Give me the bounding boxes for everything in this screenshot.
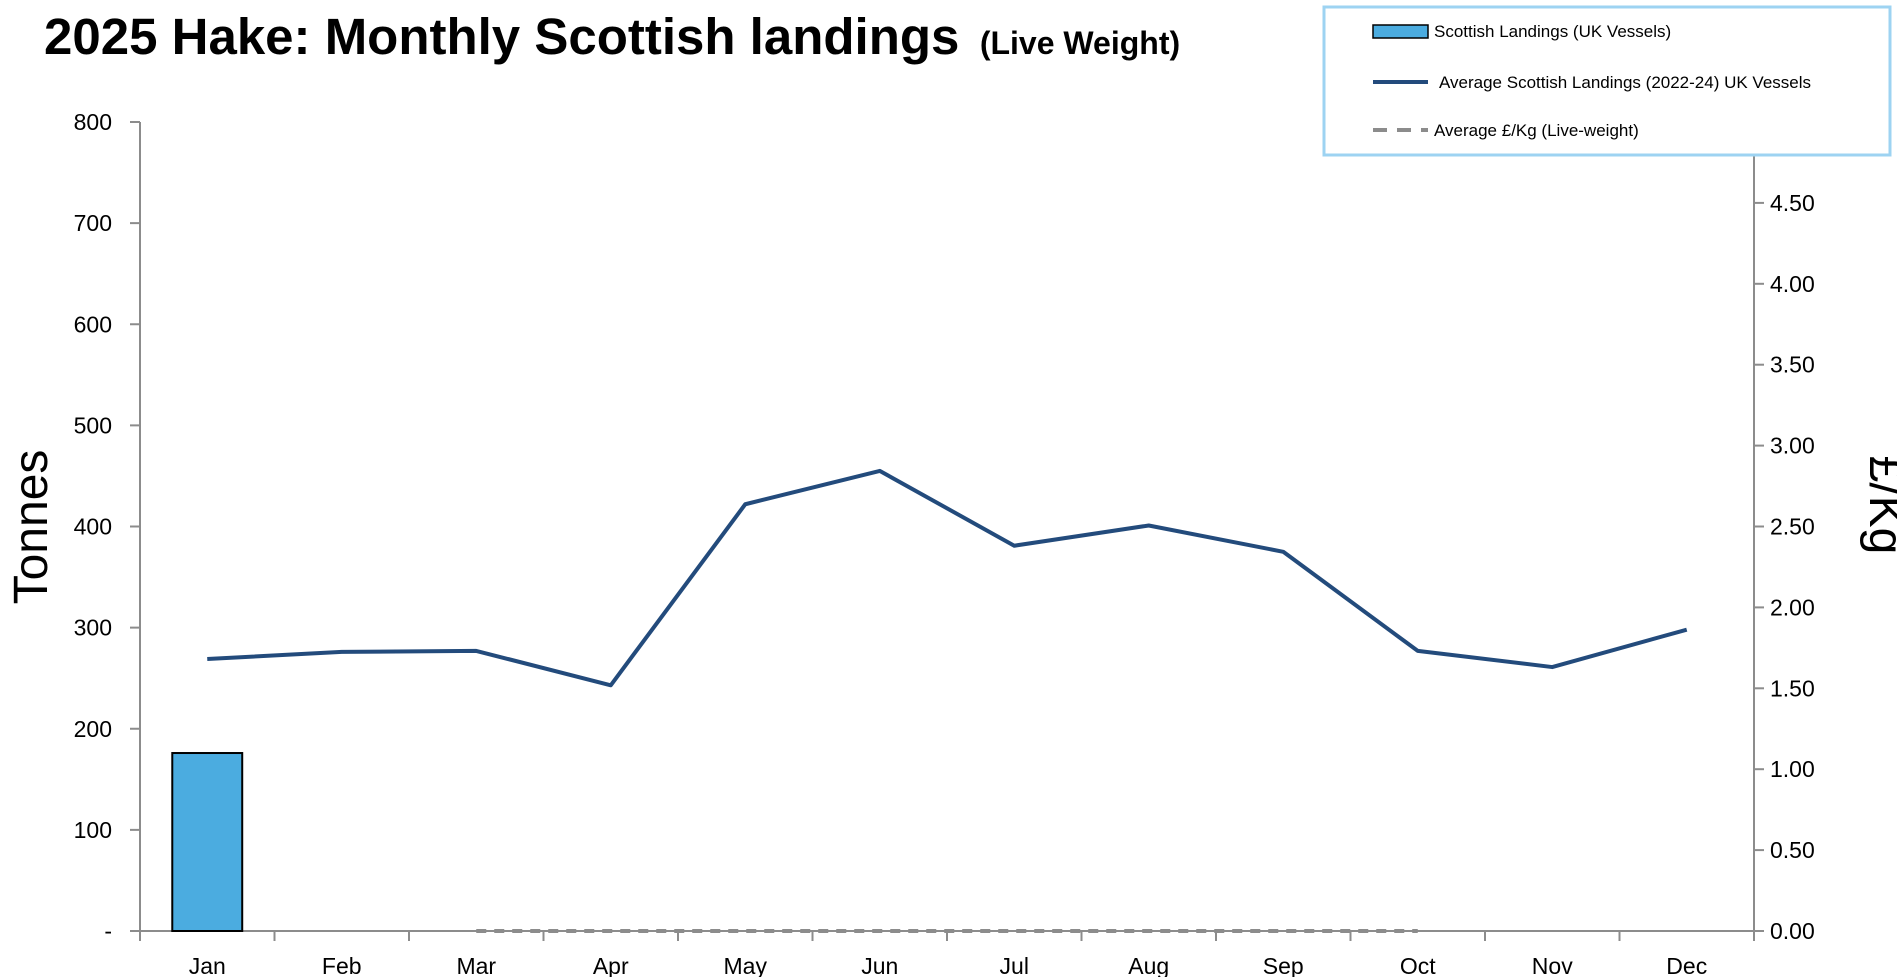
y-tick-label: 100	[74, 817, 112, 843]
chart-title: 2025 Hake: Monthly Scottish landings (Li…	[44, 8, 1180, 65]
y2-tick-label: 2.00	[1770, 594, 1815, 620]
y2-tick-label: 1.00	[1770, 756, 1815, 782]
y2-tick-label: 3.50	[1770, 352, 1815, 378]
x-tick-label: Aug	[1128, 953, 1169, 977]
x-tick-label: May	[724, 953, 768, 977]
y-axis-ticks: - 100 200 300 400 500 600 700 800	[74, 109, 140, 944]
x-tick-label: Sep	[1263, 953, 1304, 977]
x-tick-label: Dec	[1666, 953, 1707, 977]
y-tick-label: 500	[74, 412, 112, 438]
y-tick-label: 600	[74, 311, 112, 337]
x-axis-ticks: Jan Feb Mar Apr May Jun Jul Aug Sep Oct Nov Dec	[139, 931, 1755, 977]
y2-tick-label: 4.00	[1770, 271, 1815, 297]
y2-axis-title: £/Kg	[1859, 456, 1897, 555]
y-axis-title: Tonnes	[5, 450, 58, 605]
y-tick-label: 400	[74, 514, 112, 540]
x-tick-label: Jun	[861, 953, 898, 977]
title-subtitle: (Live Weight)	[980, 25, 1180, 61]
legend-label-average-line: Average Scottish Landings (2022-24) UK V…	[1439, 73, 1811, 92]
title-main: 2025 Hake: Monthly Scottish landings	[44, 8, 959, 65]
line-series	[207, 468, 1688, 933]
y2-tick-label: 0.00	[1770, 918, 1815, 944]
legend-label-bar: Scottish Landings (UK Vessels)	[1434, 22, 1671, 41]
bar-series	[171, 752, 244, 933]
y2-axis-ticks: 0.00 0.50 1.00 1.50 2.00 2.50 3.00 3.50 4.00 4.50	[1754, 190, 1815, 944]
bar	[171, 752, 244, 933]
x-tick-label: Feb	[322, 953, 362, 977]
x-tick-label: Mar	[456, 953, 496, 977]
x-tick-label: Jul	[1000, 953, 1029, 977]
y-tick-label: 800	[74, 109, 112, 135]
y2-tick-label: 2.50	[1770, 514, 1815, 540]
y2-tick-label: 1.50	[1770, 675, 1815, 701]
x-tick-label: Jan	[189, 953, 226, 977]
y2-tick-label: 3.00	[1770, 433, 1815, 459]
legend-label-price-line: Average £/Kg (Live-weight)	[1434, 121, 1639, 140]
legend: Scottish Landings (UK Vessels) Average S…	[1322, 5, 1892, 157]
y-tick-label: 200	[74, 716, 112, 742]
y-tick-label: 300	[74, 615, 112, 641]
x-tick-label: Apr	[593, 953, 629, 977]
y2-tick-label: 0.50	[1770, 837, 1815, 863]
y-tick-label: 700	[74, 210, 112, 236]
legend-swatch-bar	[1372, 24, 1429, 39]
average-landings-line	[207, 468, 1688, 688]
y-tick-label: -	[104, 918, 112, 944]
y2-tick-label: 4.50	[1770, 190, 1815, 216]
x-tick-label: Oct	[1400, 953, 1436, 977]
x-tick-label: Nov	[1532, 953, 1573, 977]
